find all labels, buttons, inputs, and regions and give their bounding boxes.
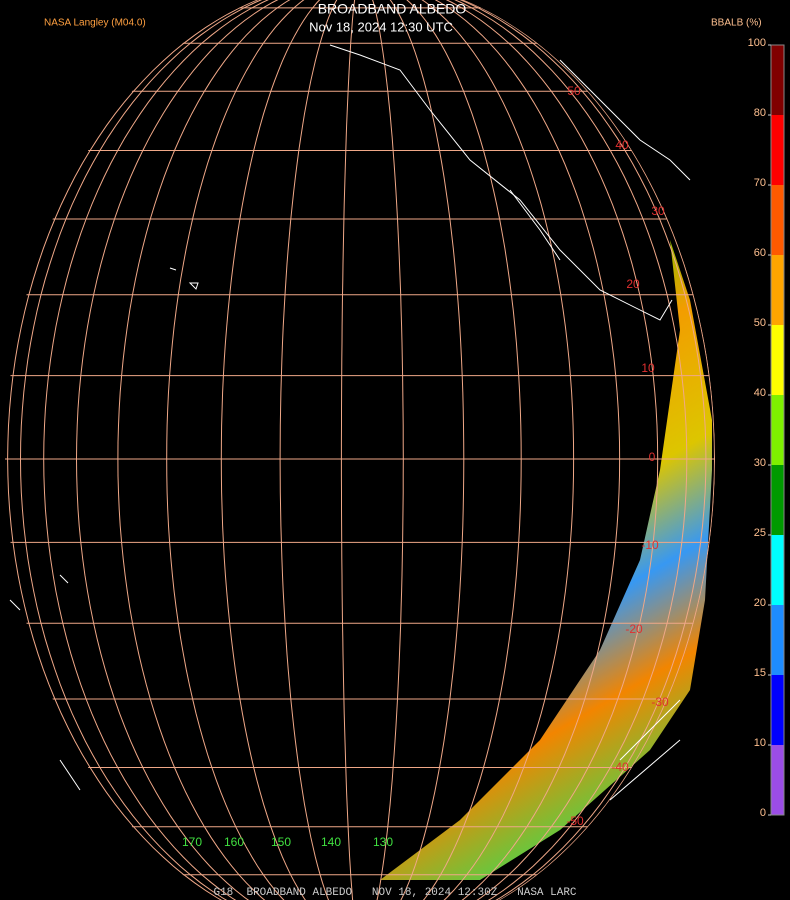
longitude-line (117, 0, 361, 900)
longitude-label: 160 (224, 835, 244, 849)
colorbar-segment (771, 675, 784, 745)
colorbar-tick-label: 0 (760, 807, 766, 819)
colorbar-tick-label: 10 (754, 737, 766, 749)
longitude-line (340, 0, 361, 900)
longitude-line (220, 0, 361, 900)
latitude-label: -40 (611, 760, 629, 774)
longitude-line (75, 0, 361, 900)
longitude-line (359, 0, 465, 900)
longitude-label: 150 (271, 835, 291, 849)
colorbar: 0 10 15 20 25 30 40 50 60 70 80 100 (748, 37, 785, 819)
title: BROADBAND ALBEDO (318, 1, 467, 17)
colorbar-segment (771, 535, 784, 605)
colorbar-segment (771, 115, 784, 185)
latitude-label: 20 (626, 277, 640, 291)
colorbar-tick-label: 50 (754, 317, 766, 329)
subtitle: Nov 18, 2024 12:30 UTC (309, 19, 453, 34)
longitude-line (359, 0, 659, 900)
longitude-label: 140 (321, 835, 341, 849)
graticule (5, 0, 715, 900)
colorbar-segment (771, 745, 784, 815)
colorbar-segment (771, 185, 784, 255)
latitude-label: 40 (615, 138, 629, 152)
colorbar-tick-label: 100 (748, 37, 766, 49)
latitude-label: -10 (641, 538, 659, 552)
longitude-line (43, 0, 361, 900)
colorbar-segment (771, 395, 784, 465)
latitude-label: -20 (625, 622, 643, 636)
colorbar-tick-label: 25 (754, 527, 766, 539)
grid-labels: 50 40 30 20 10 0 -10 -20 -30 -40 -50 170 160 150 140 13… (182, 84, 669, 849)
latitude-label: 50 (567, 84, 581, 98)
longitude-line (279, 0, 361, 900)
credit: NASA Langley (M04.0) (44, 18, 146, 29)
latitude-label: -50 (566, 814, 584, 828)
colorbar-tick-label: 15 (754, 667, 766, 679)
colorbar-segment (771, 465, 784, 535)
longitude-line (7, 0, 361, 900)
colorbar-segment (771, 605, 784, 675)
latitude-label: 10 (641, 361, 655, 375)
colorbar-tick-label: 70 (754, 177, 766, 189)
colorbar-tick-label: 30 (754, 457, 766, 469)
colorbar-segment (771, 255, 784, 325)
albedo-swath (380, 240, 712, 880)
longitude-line (359, 0, 404, 900)
colorbar-label: BBALB (%) (711, 18, 762, 29)
colorbar-segment (771, 325, 784, 395)
coastlines (9, 44, 691, 801)
colorbar-frame (770, 44, 785, 816)
colorbar-tick-label: 60 (754, 247, 766, 259)
longitude-line (19, 0, 361, 900)
longitude-label: 130 (373, 835, 393, 849)
latitude-label: -30 (651, 695, 669, 709)
longitude-line (359, 0, 522, 900)
longitude-line (359, 0, 621, 900)
longitude-label: 170 (182, 835, 202, 849)
colorbar-tick-label: 40 (754, 387, 766, 399)
longitude-line (166, 0, 361, 900)
longitude-line (359, 0, 715, 900)
footer: G18 BROADBAND ALBEDO NOV 18, 2024 12:30Z… (213, 887, 576, 899)
colorbar-tick-label: 80 (754, 107, 766, 119)
longitude-line (359, 0, 688, 900)
colorbar-tick-label: 20 (754, 597, 766, 609)
colorbar-segment (771, 45, 784, 115)
longitude-line (359, 0, 707, 900)
latitude-label: 30 (651, 204, 665, 218)
latitude-label: 0 (649, 450, 656, 464)
longitude-line (359, 0, 575, 900)
